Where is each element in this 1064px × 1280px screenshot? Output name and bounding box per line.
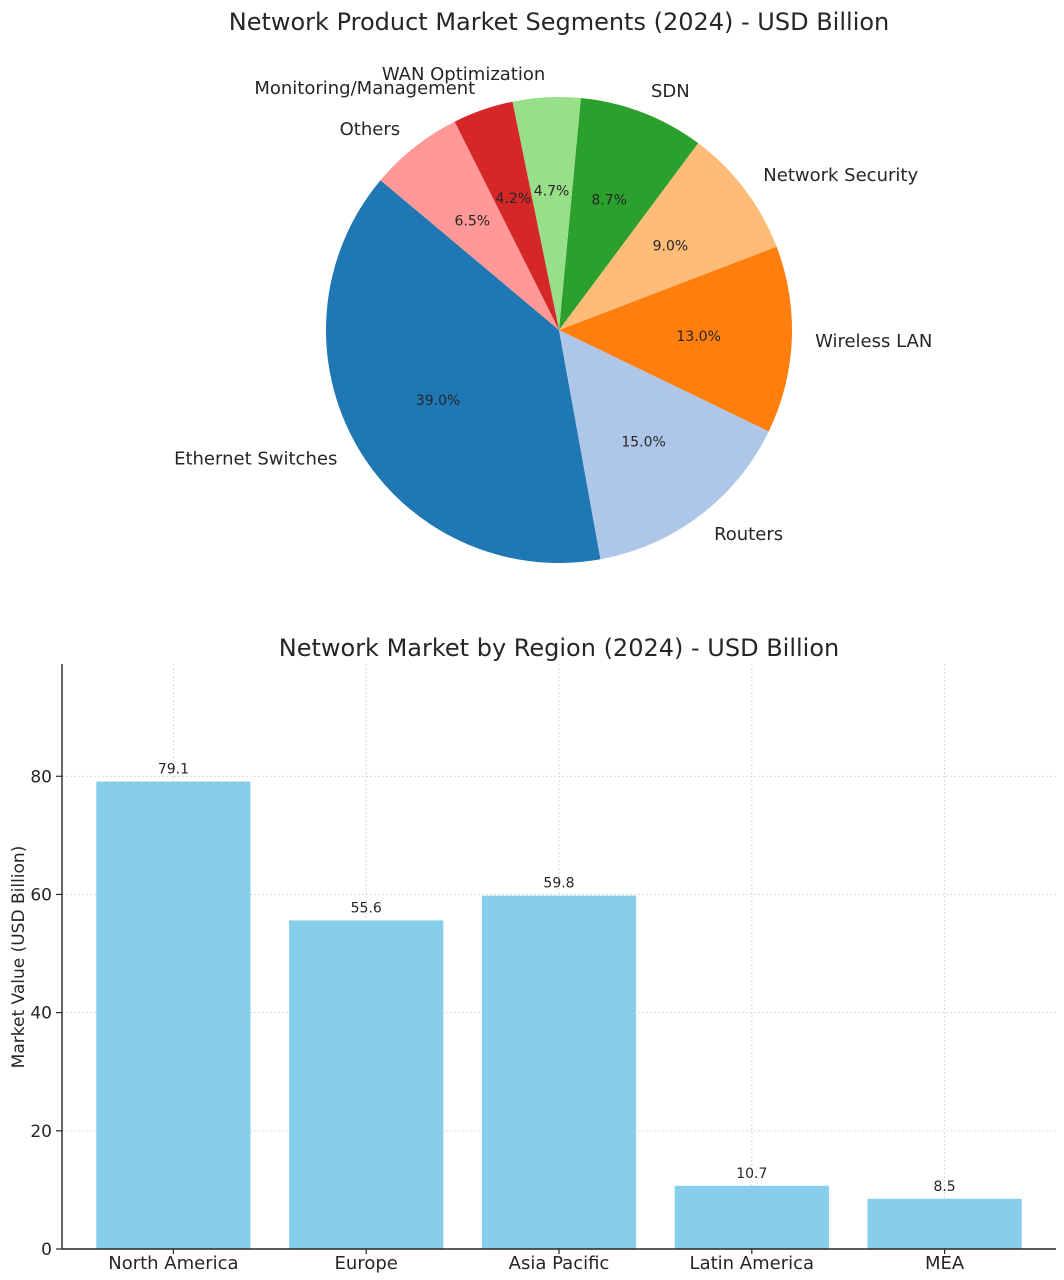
bar-title: Network Market by Region (2024) - USD Bi…: [279, 634, 839, 662]
pie-slice-sdn: [559, 98, 699, 330]
x-tick-label-north-america: North America: [108, 1253, 238, 1274]
bar-value-mea: 8.5: [933, 1179, 955, 1195]
y-tick-label: 80: [30, 767, 52, 787]
x-tick-label-europe: Europe: [335, 1253, 398, 1274]
bar-chart: Network Market by Region (2024) - USD Bi…: [9, 634, 1056, 1274]
y-tick-label: 0: [41, 1240, 52, 1260]
bar-north-america: [96, 781, 251, 1249]
bar-europe: [289, 920, 444, 1249]
pie-percent-wireless-lan: 13.0%: [676, 329, 720, 345]
pie-slice-wan-optimization: [512, 97, 581, 330]
pie-slice-monitoring-management: [454, 101, 559, 331]
pie-chart: Network Product Market Segments (2024) -…: [174, 8, 932, 564]
bar-asia-pacific: [481, 895, 637, 1249]
pie-slice-wireless-lan: [559, 246, 792, 432]
x-tick-label-mea: MEA: [925, 1253, 965, 1274]
pie-slice-labels: Ethernet Switches Routers Wireless LAN Netw…: [174, 64, 932, 545]
y-tick-label: 60: [30, 885, 52, 905]
y-tick-label: 40: [30, 1004, 52, 1024]
pie-slice-others: [380, 121, 559, 330]
pie-label-network-security: Network Security: [763, 165, 918, 186]
bar-mea: [867, 1198, 1022, 1249]
pie-percent-wan-optimization: 4.7%: [534, 183, 570, 199]
pie-percent-labels: 39.0% 15.0% 13.0% 9.0% 8.7% 4.7%4.2% 6.5%: [416, 183, 721, 450]
bar-value-latin-america: 10.7: [736, 1166, 767, 1182]
bar-latin-america: [674, 1185, 829, 1249]
pie-label-wireless-lan: Wireless LAN: [815, 331, 932, 352]
bar-value-labels: 79.1 55.6 59.8 10.7 8.5: [158, 762, 956, 1195]
pie-slice-routers: [559, 330, 769, 560]
bar-value-north-america: 79.1: [158, 762, 189, 778]
y-tick-label: 20: [30, 1122, 52, 1142]
pie-slices: [326, 97, 792, 564]
x-tick-labels: North America Europe Asia Pacific Latin Ame…: [108, 1249, 965, 1274]
pie-percent-others: 6.5%: [455, 213, 491, 229]
pie-title: Network Product Market Segments (2024) -…: [229, 8, 890, 36]
pie-percent-routers: 15.0%: [621, 434, 665, 450]
pie-label-wan-optimization: WAN Optimization: [382, 64, 545, 85]
pie-percent-ethernet-switches: 39.0%: [416, 393, 460, 409]
pie-label-routers: Routers: [714, 524, 783, 545]
pie-percent-monitoring-management: 4.2%: [496, 191, 532, 207]
x-tick-label-latin-america: Latin America: [690, 1253, 815, 1274]
x-tick-label-asia-pacific: Asia Pacific: [509, 1253, 610, 1274]
pie-percent-network-security: 9.0%: [653, 239, 689, 255]
pie-slice-ethernet-switches: [326, 180, 601, 564]
y-axis-label: Market Value (USD Billion): [9, 846, 29, 1069]
pie-label-sdn: SDN: [651, 81, 690, 102]
pie-percent-sdn: 8.7%: [591, 193, 627, 209]
pie-slice-network-security: [559, 143, 777, 330]
y-tick-labels: 0 20 40 60 80: [30, 767, 62, 1260]
bar-value-europe: 55.6: [351, 900, 382, 916]
pie-label-monitoring-management: Monitoring/Management: [254, 78, 475, 99]
pie-label-ethernet-switches: Ethernet Switches: [174, 449, 337, 470]
bar-bars: [96, 781, 1022, 1249]
bar-value-asia-pacific: 59.8: [543, 876, 574, 892]
pie-label-others: Others: [340, 119, 401, 140]
